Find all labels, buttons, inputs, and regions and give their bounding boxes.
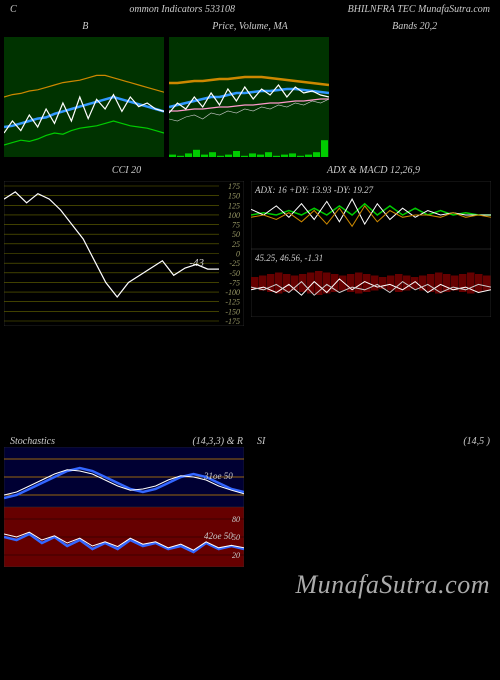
header-right: BHILNFRA TEC MunafaSutra.com [348,4,490,15]
svg-text:-100: -100 [225,288,240,297]
svg-text:20: 20 [232,551,240,560]
svg-text:25: 25 [232,240,240,249]
rsi-title: SI (14,5 ) [251,436,496,447]
chart-b [4,37,164,157]
panel-bands: Bands 20,2 [333,19,496,157]
stoch-title-mid: (14,3,3) & R [192,436,243,447]
svg-text:100: 100 [228,211,240,220]
chart-macd: 45.25, 46.56, -1.31 [251,249,491,317]
stoch-title: Stochastics (14,3,3) & R [4,436,249,447]
svg-text:-175: -175 [225,317,240,326]
svg-text:50: 50 [232,230,240,239]
svg-text:ADX: 16 +DY: 13.93 -DY: 19.27: ADX: 16 +DY: 13.93 -DY: 19.27 [254,185,374,195]
panel-stoch: Stochastics (14,3,3) & R 31oe 50 80 50 20 4… [4,436,249,567]
top-panel-row: B Price, Volume, MA Bands 20,2 [0,19,500,157]
mid-panel-row: CCI 20 1751501251007550250-25-50-75-100-… [0,163,500,326]
panel-rsi: SI (14,5 ) [251,436,496,567]
svg-text:31oe 50: 31oe 50 [203,471,233,481]
chart-stoch-top: 31oe 50 [4,447,244,507]
panel-price-title: Price, Volume, MA [169,21,332,35]
panel-b-title: B [4,21,167,35]
panel-adx-title: ADX & MACD 12,26,9 [251,165,496,179]
header-left: C [10,4,17,15]
svg-text:80: 80 [232,515,240,524]
svg-text:150: 150 [228,192,240,201]
chart-price [169,37,329,157]
panel-cci-title: CCI 20 [4,165,249,179]
panel-price: Price, Volume, MA [169,19,332,157]
chart-stoch-bot: 80 50 20 42oe 50 [4,507,244,567]
svg-text:-125: -125 [225,298,240,307]
chart-adx: ADX: 16 +DY: 13.93 -DY: 19.27 [251,181,491,249]
svg-text:75: 75 [232,221,240,230]
svg-text:175: 175 [228,182,240,191]
svg-text:-25: -25 [229,259,240,268]
panel-cci: CCI 20 1751501251007550250-25-50-75-100-… [4,163,249,326]
stoch-title-left: Stochastics [10,436,55,447]
chart-cci: 1751501251007550250-25-50-75-100-125-150… [4,181,244,326]
svg-text:-150: -150 [225,307,240,316]
svg-text:50: 50 [232,533,240,542]
rsi-title-s: SI [257,436,265,447]
svg-text:0: 0 [236,250,240,259]
svg-text:42oe 50: 42oe 50 [204,531,233,541]
svg-text:125: 125 [228,201,240,210]
stoch-row: Stochastics (14,3,3) & R 31oe 50 80 50 20 4… [0,436,500,567]
svg-text:-50: -50 [229,269,240,278]
svg-text:-75: -75 [229,278,240,287]
svg-text:45.25, 46.56, -1.31: 45.25, 46.56, -1.31 [255,253,323,263]
panel-b: B [4,19,167,157]
rsi-title-right: (14,5 ) [463,436,490,447]
page-header: C ommon Indicators 533108 BHILNFRA TEC M… [0,0,500,19]
panel-bands-title: Bands 20,2 [333,21,496,35]
watermark: MunafaSutra.com [295,570,490,600]
panel-adx-macd: ADX & MACD 12,26,9 ADX: 16 +DY: 13.93 -D… [251,163,496,326]
header-center: ommon Indicators 533108 [129,4,235,15]
